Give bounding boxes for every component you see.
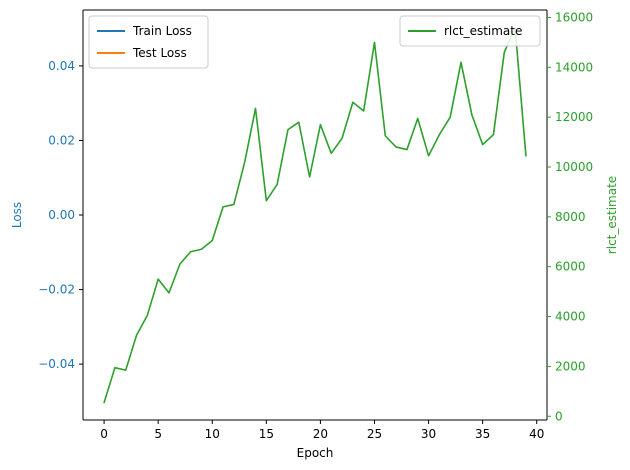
right-y-tick-label: 6000 — [555, 260, 586, 274]
right-y-tick-label: 14000 — [555, 60, 593, 74]
x-tick-label: 20 — [313, 427, 328, 441]
right-y-axis-label: rlct_estimate — [605, 176, 619, 254]
x-tick-label: 40 — [529, 427, 544, 441]
plot-area — [103, 26, 527, 404]
right-y-tick-label: 0 — [555, 409, 563, 423]
x-tick-label: 15 — [259, 427, 274, 441]
left-y-axis-label: Loss — [10, 202, 24, 228]
x-tick-label: 5 — [154, 427, 162, 441]
right-y-tick-label: 4000 — [555, 310, 586, 324]
right-legend: rlct_estimate — [399, 15, 541, 47]
left-y-tick-label: −0.02 — [38, 283, 75, 297]
right-y-tick-label: 16000 — [555, 10, 593, 24]
axes: 0 5 10 15 20 25 30 35 40 −0.04 −0.02 0.00 0.02 0.04 0 2… — [10, 9, 619, 460]
legend-label: Test Loss — [132, 46, 187, 60]
left-y-tick-label: 0.02 — [48, 133, 75, 147]
left-legend: Train Loss Test Loss — [88, 15, 209, 69]
left-y-tick-label: 0.04 — [48, 59, 75, 73]
x-tick-label: 30 — [421, 427, 436, 441]
x-tick-label: 0 — [100, 427, 108, 441]
legend-label: rlct_estimate — [444, 24, 522, 38]
legends: Train Loss Test Loss rlct_estimate — [88, 15, 541, 69]
left-y-tick-label: −0.04 — [38, 357, 75, 371]
right-legend-box — [399, 15, 541, 47]
legend-label: Train Loss — [132, 24, 192, 38]
x-tick-label: 35 — [475, 427, 490, 441]
right-y-tick-label: 12000 — [555, 110, 593, 124]
x-axis-label: Epoch — [297, 446, 334, 460]
x-tick-label: 10 — [205, 427, 220, 441]
right-y-tick-label: 2000 — [555, 359, 586, 373]
x-tick-label: 25 — [367, 427, 382, 441]
left-y-tick-label: 0.00 — [48, 208, 75, 222]
right-y-tick-label: 10000 — [555, 160, 593, 174]
right-y-tick-label: 8000 — [555, 210, 586, 224]
series-line-rlct-estimate — [103, 26, 527, 404]
left-legend-box — [88, 15, 209, 69]
